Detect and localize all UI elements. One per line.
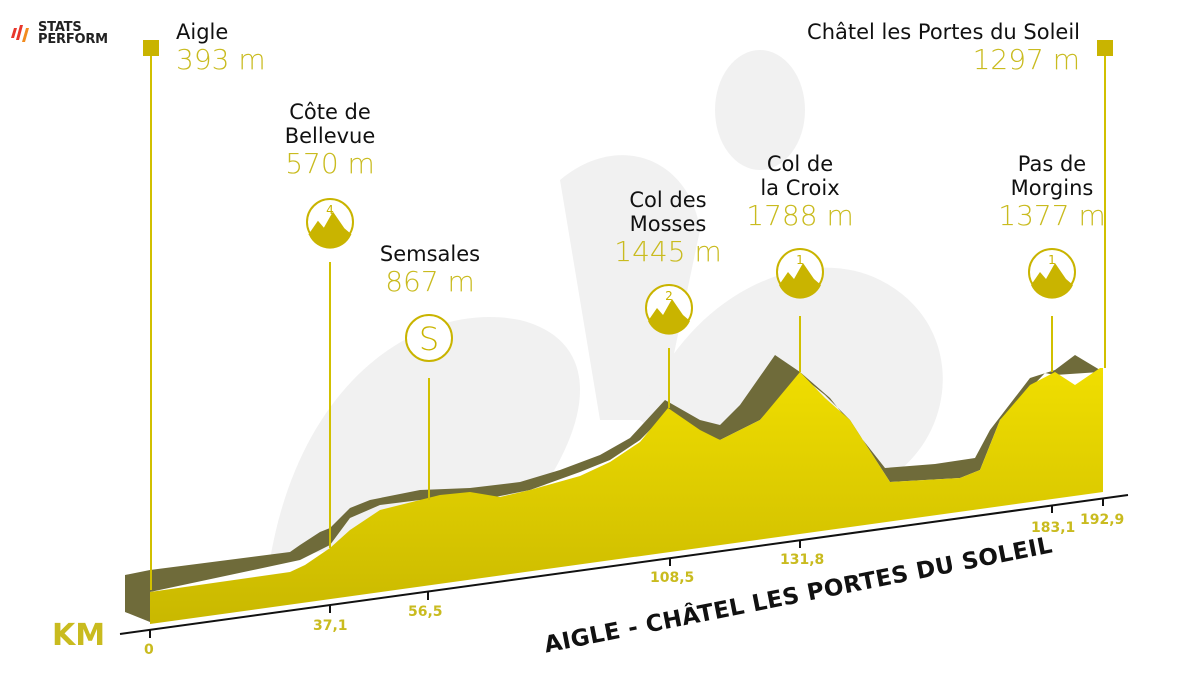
climb-name-line2: Bellevue — [284, 124, 376, 148]
brand-line1: STATS — [38, 20, 82, 35]
climb-altitude: 570 m — [285, 147, 375, 180]
svg-text:4: 4 — [326, 203, 334, 217]
start-altitude: 393 m — [176, 43, 266, 76]
finish-altitude: 1297 m — [972, 43, 1080, 76]
finish-marker-square — [1097, 40, 1113, 56]
climb-badge-cat2-icon: 2 — [645, 284, 693, 335]
start-marker-square — [143, 40, 159, 56]
climb-name-line2: la Croix — [760, 176, 840, 200]
climb-badge-cat4-icon: 4 — [306, 198, 354, 249]
climb-altitude: 867 m — [385, 265, 475, 298]
brand-line2: PERFORM — [38, 32, 108, 47]
finish-name: Châtel les Portes du Soleil — [807, 20, 1080, 44]
tick-label-37-1: 37,1 — [313, 618, 348, 634]
axis-unit-label: KM — [52, 618, 106, 653]
climb-altitude: 1445 m — [614, 235, 722, 268]
climb-label-mosses: Col des Mosses 1445 m — [588, 188, 748, 268]
climb-label-semsales: Semsales 867 m — [350, 242, 510, 298]
climb-altitude: 1377 m — [998, 199, 1106, 232]
climb-name-line1: Semsales — [379, 242, 481, 266]
watermark-logo — [270, 50, 943, 560]
marker-lines — [150, 48, 1106, 590]
finish-label: Châtel les Portes du Soleil 1297 m — [807, 20, 1080, 76]
stats-perform-logo: STATS PERFORM — [10, 20, 108, 47]
climb-name-line1: Côte de — [289, 100, 371, 124]
tick-label-131-8: 131,8 — [780, 552, 825, 568]
profile-front-area — [150, 368, 1103, 624]
svg-text:S: S — [419, 320, 439, 358]
climb-name-line2: Mosses — [629, 212, 707, 236]
tick-label-56-5: 56,5 — [408, 604, 443, 620]
tick-label-183-1: 183,1 — [1031, 520, 1076, 536]
climb-badge-cat1-croix-icon: 1 — [776, 248, 824, 299]
climb-label-morgins: Pas de Morgins 1377 m — [972, 152, 1132, 232]
start-name: Aigle — [176, 20, 229, 44]
climb-label-croix: Col de la Croix 1788 m — [720, 152, 880, 232]
svg-text:1: 1 — [796, 253, 804, 267]
climb-name-line2: Morgins — [1010, 176, 1094, 200]
climb-name-line1: Pas de — [1017, 152, 1087, 176]
axis-ticks — [149, 498, 1104, 638]
stats-perform-mark-icon — [11, 25, 29, 42]
sprint-badge-icon: S — [405, 314, 453, 362]
km-axis-line — [119, 494, 1129, 635]
tick-label-108-5: 108,5 — [650, 570, 695, 586]
svg-text:1: 1 — [1048, 253, 1056, 267]
climb-name-line1: Col de — [766, 152, 834, 176]
climb-name-line1: Col des — [629, 188, 707, 212]
tick-label-192-9: 192,9 — [1080, 512, 1125, 528]
start-label: Aigle 393 m — [176, 20, 266, 76]
tick-label-0: 0 — [144, 642, 154, 658]
climb-altitude: 1788 m — [746, 199, 854, 232]
svg-text:2: 2 — [665, 289, 673, 303]
climb-label-bellevue: Côte de Bellevue 570 m — [250, 100, 410, 180]
climb-badge-cat1-morgins-icon: 1 — [1028, 248, 1076, 299]
